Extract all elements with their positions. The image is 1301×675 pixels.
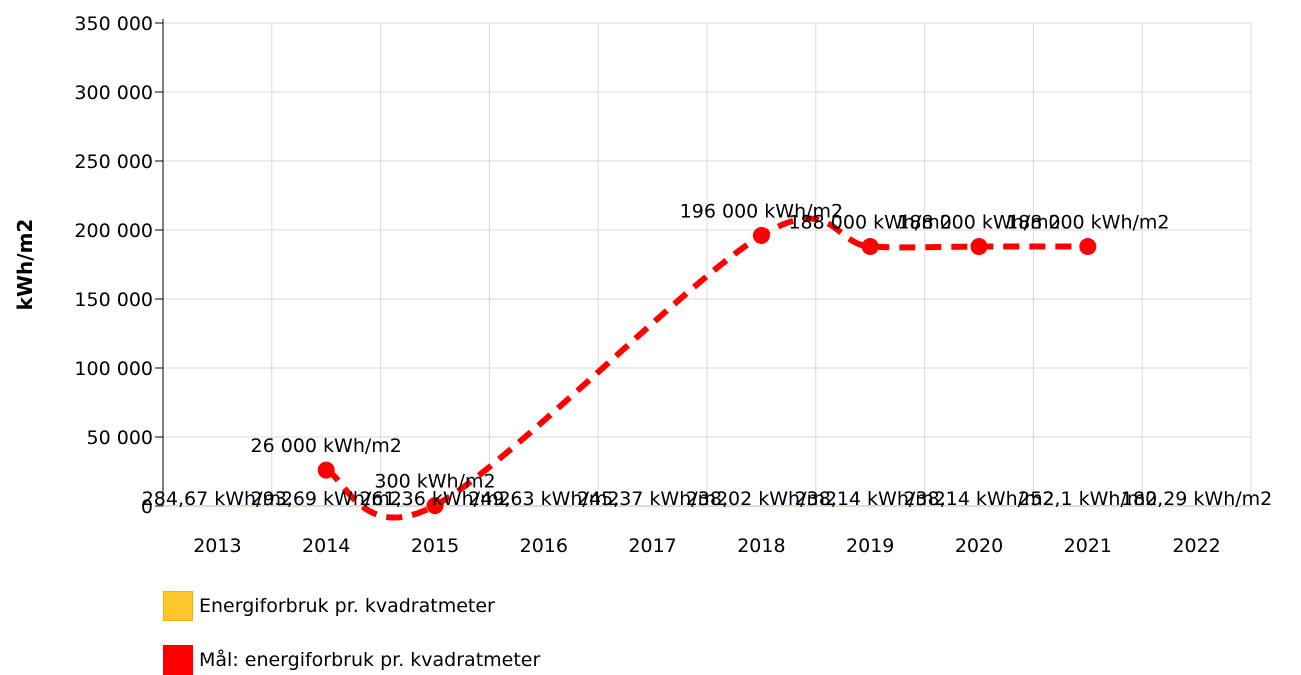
bar	[728, 505, 795, 506]
bar	[946, 505, 1012, 506]
bar-data-label: 238,02 kWh/m2	[686, 488, 837, 510]
y-tick-label: 50 000	[87, 427, 153, 449]
target-data-label: 196 000 kWh/m2	[680, 201, 843, 223]
x-tick-label: 2018	[737, 535, 785, 557]
bar-data-label: 252,1 kWh/m2	[1018, 488, 1157, 510]
bar	[1163, 505, 1230, 506]
bar	[293, 505, 359, 506]
legend-label-energy: Energiforbruk pr. kvadratmeter	[199, 595, 495, 617]
x-tick-label: 2016	[520, 535, 568, 557]
target-data-label: 26 000 kWh/m2	[251, 435, 402, 457]
y-tick-label: 350 000	[74, 13, 153, 35]
bar-data-label: 180,29 kWh/m2	[1121, 488, 1272, 510]
x-tick-label: 2015	[411, 535, 459, 557]
target-point	[861, 238, 879, 256]
y-tick-label: 300 000	[74, 82, 153, 104]
bar-data-label: 245,37 kWh/m2	[577, 488, 728, 510]
y-tick-label: 150 000	[74, 289, 153, 311]
bar	[1055, 505, 1121, 506]
y-tick-label: 0	[141, 496, 153, 518]
y-axis-title: kWh/m2	[13, 219, 37, 311]
x-tick-label: 2014	[302, 535, 350, 557]
target-point	[752, 227, 770, 245]
bar	[511, 505, 577, 506]
bar-data-label: 249,63 kWh/m2	[468, 488, 619, 510]
legend-swatch-target	[163, 645, 193, 675]
y-tick-label: 250 000	[74, 151, 153, 173]
legend-item-energy[interactable]: Energiforbruk pr. kvadratmeter	[163, 591, 495, 621]
bar-data-label: 293,69 kWh/m2	[251, 488, 402, 510]
target-data-label: 188 000 kWh/m2	[1006, 212, 1169, 234]
bar-data-label: 261,36 kWh/m2	[359, 488, 510, 510]
x-tick-label: 2020	[955, 535, 1003, 557]
target-data-label: 300 kWh/m2	[374, 471, 495, 493]
target-point	[970, 238, 988, 256]
x-tick-label: 2013	[193, 535, 241, 557]
legend-swatch-energy	[163, 591, 193, 621]
target-data-label: 188 000 kWh/m2	[788, 212, 951, 234]
legend-item-target[interactable]: Mål: energiforbruk pr. kvadratmeter	[163, 645, 540, 675]
target-data-label: 188 000 kWh/m2	[897, 212, 1060, 234]
bar-data-label: 284,67 kWh/m2	[142, 488, 293, 510]
bar	[837, 505, 903, 506]
y-tick-label: 100 000	[74, 358, 153, 380]
x-tick-label: 2021	[1064, 535, 1112, 557]
target-line-series	[317, 215, 1097, 521]
x-tick-label: 2022	[1172, 535, 1220, 557]
legend-label-target: Mål: energiforbruk pr. kvadratmeter	[199, 649, 541, 671]
y-tick-label: 200 000	[74, 220, 153, 242]
target-point	[317, 461, 335, 479]
x-tick-label: 2019	[846, 535, 894, 557]
grid	[163, 22, 1252, 506]
bar	[184, 505, 251, 506]
bar	[619, 505, 686, 506]
bar-data-label: 238,14 kWh/m2	[903, 488, 1054, 510]
bar-data-label: 238,14 kWh/m2	[795, 488, 946, 510]
x-tick-label: 2017	[628, 535, 676, 557]
axes: 0 50 000 100 000 150 000 200 000 250 000 300 0…	[13, 13, 1251, 557]
target-point	[1079, 238, 1097, 256]
target-point	[426, 497, 444, 515]
